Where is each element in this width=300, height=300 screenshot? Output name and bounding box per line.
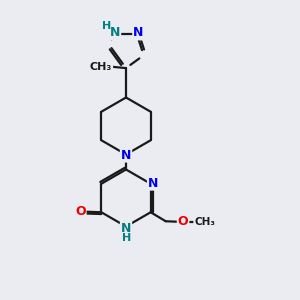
Text: CH₃: CH₃ — [194, 217, 215, 227]
Text: CH₃: CH₃ — [90, 61, 112, 72]
Text: O: O — [75, 205, 86, 218]
Text: H: H — [122, 233, 131, 243]
Text: N: N — [121, 148, 131, 162]
Text: H: H — [102, 21, 111, 31]
Text: N: N — [110, 26, 120, 40]
Text: N: N — [133, 26, 144, 40]
Text: N: N — [148, 177, 158, 190]
Text: O: O — [178, 215, 188, 228]
Text: N: N — [121, 222, 131, 236]
